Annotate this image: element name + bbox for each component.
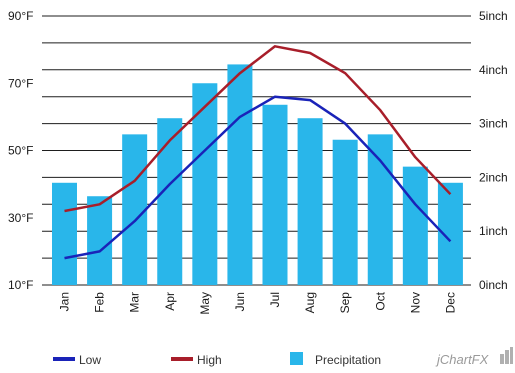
precipitation-bar: [262, 104, 288, 286]
precipitation-bar: [192, 83, 218, 285]
x-category-label: Nov: [408, 292, 422, 313]
temperature-lines: [64, 45, 452, 260]
y-left-tick-label: 10°F: [8, 278, 33, 292]
gridlines: [42, 15, 471, 286]
x-category-label: Apr: [163, 292, 177, 311]
precipitation-bar: [157, 118, 183, 285]
y-axis-right: 0inch 1inch 2inch 3inch 4inch 5inch: [479, 9, 508, 292]
precipitation-bar: [227, 64, 253, 285]
y-right-tick-label: 4inch: [479, 63, 508, 77]
x-category-label: Sep: [338, 292, 352, 314]
x-category-label: Feb: [93, 292, 107, 313]
precipitation-bar: [367, 134, 393, 285]
x-category-label: May: [198, 292, 212, 315]
legend-swatch-precipitation: [290, 352, 303, 365]
x-category-label: Oct: [373, 291, 387, 310]
y-left-tick-label: 70°F: [8, 76, 33, 90]
precipitation-bars: [52, 64, 463, 286]
logo-text: jChartFX: [435, 352, 490, 367]
legend-label-low: Low: [79, 353, 101, 367]
legend: Low High Precipitation: [53, 352, 381, 367]
y-axis-left: 10°F 30°F 50°F 70°F 90°F: [8, 9, 33, 292]
precipitation-bar: [332, 139, 358, 285]
precipitation-bar: [297, 118, 323, 285]
logo-bars-icon: [500, 347, 513, 364]
y-left-tick-label: 30°F: [8, 211, 33, 225]
precipitation-bar: [122, 134, 148, 285]
x-category-label: Aug: [303, 292, 317, 313]
x-category-label: Jun: [233, 292, 247, 311]
precipitation-bar: [87, 196, 113, 285]
series-line-high: [64, 45, 452, 213]
y-left-tick-label: 90°F: [8, 9, 33, 23]
y-right-tick-label: 0inch: [479, 278, 508, 292]
series-line-low: [64, 95, 452, 260]
y-right-tick-label: 3inch: [479, 117, 508, 131]
precipitation-bar: [402, 166, 428, 285]
jchartfx-logo: jChartFX: [435, 347, 513, 367]
x-category-label: Jan: [58, 292, 72, 311]
x-category-label: Mar: [128, 292, 142, 313]
legend-label-high: High: [197, 353, 222, 367]
y-right-tick-label: 2inch: [479, 170, 508, 184]
x-category-label: Dec: [443, 292, 457, 313]
y-right-tick-label: 1inch: [479, 224, 508, 238]
x-category-label: Jul: [268, 292, 282, 307]
y-left-tick-label: 50°F: [8, 144, 33, 158]
legend-label-precipitation: Precipitation: [315, 353, 381, 367]
precipitation-bar: [52, 182, 77, 285]
x-axis-categories: Jan Feb Mar Apr May Jun Jul Aug Sep Oct Nov Dec: [58, 291, 458, 314]
y-right-tick-label: 5inch: [479, 9, 508, 23]
